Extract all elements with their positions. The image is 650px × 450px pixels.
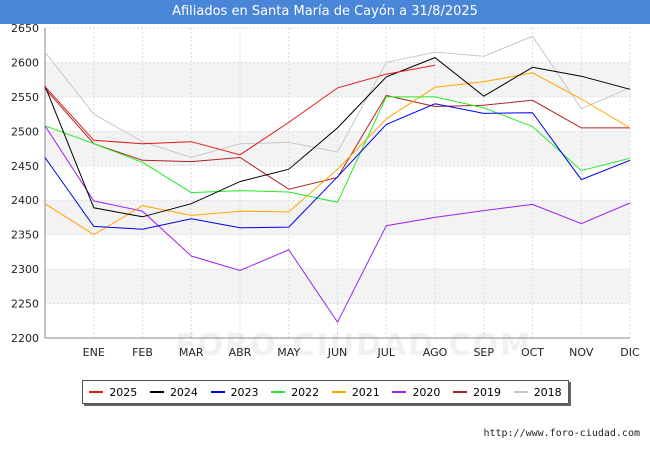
legend-swatch bbox=[453, 391, 468, 393]
series-line-2024 bbox=[44, 57, 631, 218]
y-tick-label: 2400 bbox=[11, 194, 39, 207]
plot-background-bands bbox=[45, 62, 630, 304]
legend-swatch bbox=[331, 391, 346, 393]
x-tick-label: AGO bbox=[423, 346, 448, 359]
watermark-text: FORO-CIUDAD.COM bbox=[175, 328, 532, 363]
series-lines bbox=[44, 35, 631, 324]
legend-item-2023: 2023 bbox=[210, 385, 259, 399]
series-line-2023 bbox=[44, 103, 631, 230]
x-tick-label: MAR bbox=[179, 346, 204, 359]
y-tick-label: 2600 bbox=[11, 56, 39, 69]
x-tick-label: SEP bbox=[473, 346, 494, 359]
legend-label: 2025 bbox=[109, 385, 138, 399]
legend-label: 2020 bbox=[412, 385, 441, 399]
gridlines bbox=[44, 27, 631, 339]
legend-label: 2023 bbox=[230, 385, 259, 399]
x-tick-label: JUL bbox=[377, 346, 396, 359]
legend-swatch bbox=[149, 391, 164, 393]
legend-item-2021: 2021 bbox=[331, 385, 380, 399]
legend-label: 2018 bbox=[533, 385, 562, 399]
x-tick-label: FEB bbox=[132, 346, 153, 359]
legend-label: 2022 bbox=[291, 385, 320, 399]
legend-swatch bbox=[513, 391, 528, 393]
y-tick-label: 2650 bbox=[11, 22, 39, 35]
legend-swatch bbox=[89, 391, 104, 393]
legend-item-2019: 2019 bbox=[453, 386, 501, 399]
y-tick-label: 2200 bbox=[11, 332, 39, 345]
legend-label: 2024 bbox=[169, 385, 198, 399]
y-tick-label: 2350 bbox=[11, 229, 39, 242]
legend-swatch bbox=[210, 391, 225, 393]
x-tick-label: OCT bbox=[521, 346, 544, 359]
background-band bbox=[45, 62, 630, 97]
y-tick-label: 2250 bbox=[11, 298, 39, 311]
axes bbox=[44, 28, 630, 339]
legend-label: 2021 bbox=[351, 385, 380, 399]
tick-labels: 2200 2250 2300 2350 2400 2450 2500 2550 2600 2650… bbox=[11, 22, 640, 359]
series-line-2022 bbox=[44, 96, 631, 203]
legend-label: 2019 bbox=[473, 385, 502, 399]
legend-swatch bbox=[271, 391, 286, 393]
legend-item-2022: 2022 bbox=[271, 386, 319, 399]
x-tick-label: MAY bbox=[277, 346, 300, 359]
chart-legend: 2025 2024 2023 2022 2021 2020 2019 2018 bbox=[82, 380, 569, 404]
series-line-2021 bbox=[44, 72, 631, 236]
x-tick-label: JUN bbox=[327, 346, 348, 359]
y-tick-label: 2450 bbox=[11, 160, 39, 173]
legend-item-2018: 2018 bbox=[513, 385, 562, 399]
background-band bbox=[45, 269, 630, 304]
y-tick-label: 2500 bbox=[11, 125, 39, 138]
y-tick-label: 2550 bbox=[11, 91, 39, 104]
legend-item-2020: 2020 bbox=[392, 386, 440, 399]
y-tick-label: 2300 bbox=[11, 263, 39, 276]
legend-item-2025: 2025 bbox=[89, 386, 137, 399]
footer-url: http://www.foro-ciudad.com bbox=[483, 428, 640, 439]
x-tick-label: DIC bbox=[620, 346, 640, 359]
x-tick-label: ENE bbox=[83, 346, 105, 359]
chart-title: Afiliados en Santa María de Cayón a 31/8… bbox=[0, 0, 650, 24]
series-line-2018 bbox=[44, 35, 631, 159]
series-line-2025 bbox=[44, 64, 436, 156]
x-tick-label: ABR bbox=[229, 346, 252, 359]
legend-swatch bbox=[392, 391, 407, 393]
x-tick-label: NOV bbox=[569, 346, 594, 359]
series-line-2020 bbox=[44, 125, 631, 324]
legend-item-2024: 2024 bbox=[149, 385, 198, 399]
